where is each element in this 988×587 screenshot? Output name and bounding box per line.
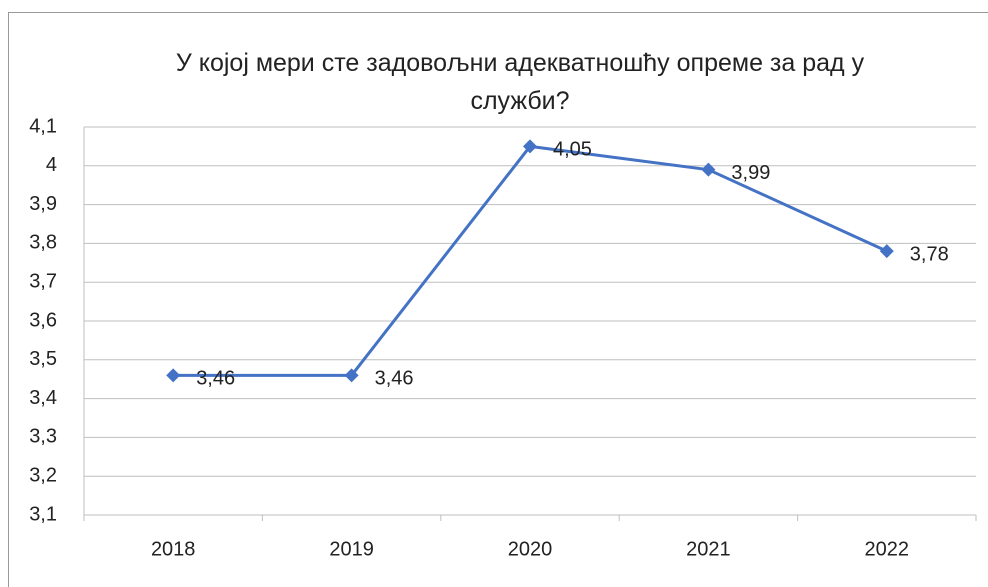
x-tick-label: 2021 bbox=[686, 538, 731, 560]
y-tick-label: 3,7 bbox=[29, 270, 57, 292]
y-tick-label: 3,4 bbox=[29, 387, 57, 409]
data-label: 3,99 bbox=[731, 162, 770, 184]
data-label: 3,46 bbox=[375, 368, 414, 390]
marker bbox=[701, 162, 716, 177]
y-tick-label: 3,2 bbox=[29, 464, 57, 486]
y-tick-label: 3,8 bbox=[29, 232, 57, 254]
data-label: 3,78 bbox=[910, 243, 949, 265]
chart-frame bbox=[8, 12, 988, 587]
marker bbox=[523, 139, 537, 154]
data-label: 3,46 bbox=[196, 368, 235, 390]
y-tick-label: 3,6 bbox=[29, 309, 57, 331]
y-tick-label: 3,9 bbox=[29, 193, 57, 215]
x-tick-label: 2019 bbox=[329, 538, 374, 560]
marker bbox=[879, 244, 894, 259]
x-tick-label: 2018 bbox=[151, 538, 196, 560]
y-tick-label: 3,1 bbox=[29, 503, 57, 525]
y-tick-label: 3,5 bbox=[29, 348, 57, 370]
chart-title: У којој мери сте задовољни адекватношћу … bbox=[175, 49, 865, 115]
x-tick-label: 2022 bbox=[865, 538, 910, 560]
marker bbox=[166, 368, 181, 383]
data-label: 4,05 bbox=[553, 139, 592, 161]
x-tick-label: 2020 bbox=[508, 538, 553, 560]
y-tick-label: 4,1 bbox=[29, 115, 57, 137]
y-tick-label: 3,3 bbox=[29, 426, 57, 448]
y-tick-label: 4 bbox=[46, 154, 57, 176]
marker bbox=[344, 368, 359, 383]
